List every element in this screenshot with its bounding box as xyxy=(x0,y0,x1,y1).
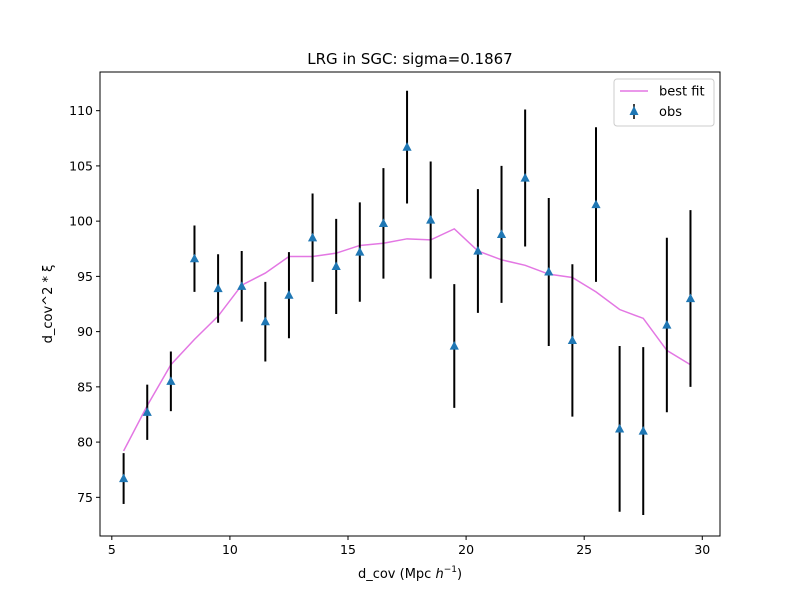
chart-title: LRG in SGC: sigma=0.1867 xyxy=(307,50,512,68)
x-tick-label: 10 xyxy=(222,542,238,557)
x-tick-label: 25 xyxy=(576,542,592,557)
obs-point xyxy=(638,426,648,435)
obs-point xyxy=(544,266,554,276)
y-axis-label: d_cov^2 * ξ xyxy=(41,265,56,344)
obs-point xyxy=(402,142,412,151)
obs-point xyxy=(520,173,530,182)
obs-point xyxy=(426,215,436,224)
x-axis-label-suffix: ) xyxy=(457,567,462,582)
x-axis-label-h: h xyxy=(435,567,443,582)
obs-point xyxy=(449,340,459,350)
y-tick-label: 85 xyxy=(77,379,93,394)
x-tick-label: 15 xyxy=(340,542,356,557)
legend-obs-marker xyxy=(629,106,639,115)
obs-point xyxy=(284,290,294,299)
x-axis-label: d_cov (Mpc h−1) xyxy=(358,565,462,582)
x-tick-label: 20 xyxy=(458,542,474,557)
obs-point xyxy=(378,218,389,227)
legend-obs-label: obs xyxy=(659,105,682,120)
y-tick-label: 80 xyxy=(77,435,93,450)
x-axis-label-prefix: d_cov (Mpc xyxy=(358,567,436,582)
obs-point xyxy=(591,199,601,209)
y-tick-label: 75 xyxy=(77,490,93,505)
obs-point xyxy=(567,335,577,345)
obs-point xyxy=(213,283,223,293)
obs-point xyxy=(473,245,483,255)
x-axis-label-exponent: −1 xyxy=(444,565,457,575)
y-tick-label: 105 xyxy=(69,158,93,173)
obs-point xyxy=(307,232,318,242)
y-tick-label: 110 xyxy=(69,103,93,118)
x-tick-label: 5 xyxy=(108,542,116,557)
obs-point xyxy=(119,473,129,483)
y-tick-label: 95 xyxy=(77,269,93,284)
y-tick-label: 100 xyxy=(69,214,93,229)
obs-point xyxy=(331,261,341,271)
obs-point xyxy=(355,247,365,256)
obs-point xyxy=(496,229,507,238)
y-tick-label: 90 xyxy=(77,324,93,339)
y-axis-ticks: 75 80 85 90 95 100 105 110 xyxy=(69,103,100,505)
obs-point xyxy=(685,293,696,303)
x-axis-ticks: 5 10 15 20 25 30 xyxy=(108,536,710,557)
legend-best-fit-label: best fit xyxy=(659,85,705,100)
legend: best fit obs xyxy=(613,78,715,127)
obs-point xyxy=(166,376,176,385)
obs-point xyxy=(142,407,152,416)
obs-point xyxy=(662,319,672,329)
obs-point xyxy=(615,423,625,433)
obs-point xyxy=(237,281,247,290)
obs-point xyxy=(260,316,270,326)
x-tick-label: 30 xyxy=(694,542,710,557)
obs-point xyxy=(189,253,200,263)
plot-area xyxy=(119,90,696,516)
plot-frame xyxy=(99,71,721,537)
